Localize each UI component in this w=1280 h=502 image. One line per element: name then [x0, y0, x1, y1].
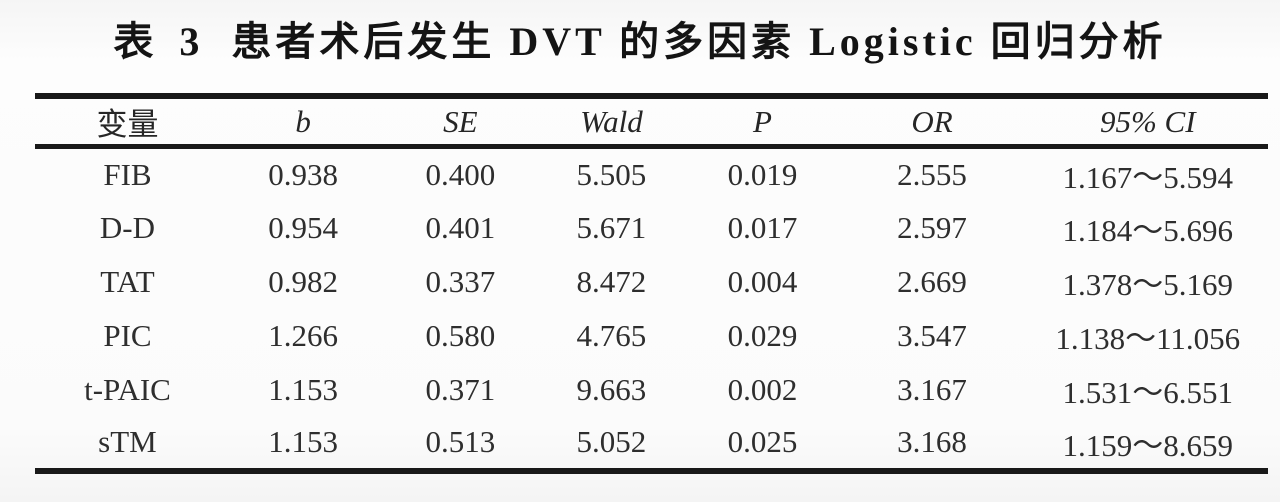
cell-or: 3.168	[897, 424, 967, 459]
column-header-se: SE	[443, 103, 478, 139]
row-label: FIB	[103, 156, 152, 192]
cell-b: 0.954	[268, 209, 339, 245]
cell-b: 1.266	[268, 317, 339, 353]
table-row: sTM 1.153 0.513 5.052 0.025 3.168 1.159～…	[35, 417, 1268, 471]
cell-b: 0.982	[268, 263, 339, 299]
cell-p: 0.017	[727, 209, 798, 245]
cell-ci: 1.531～6.551	[1062, 375, 1234, 410]
column-header-wald: Wald	[580, 103, 643, 139]
cell-ci: 1.184～5.696	[1062, 213, 1234, 248]
table-caption: 表 3 患者术后发生 DVT 的多因素 Logistic 回归分析	[0, 0, 1280, 87]
column-header-b: b	[295, 103, 311, 139]
table-row: t-PAIC 1.153 0.371 9.663 0.002 3.167 1.5…	[35, 363, 1268, 417]
column-header-p: P	[752, 103, 772, 139]
cell-p: 0.025	[727, 424, 798, 459]
cell-or: 3.167	[897, 371, 967, 407]
cell-ci: 1.138～11.056	[1055, 321, 1241, 356]
column-header-or: OR	[911, 103, 953, 139]
cell-or: 2.669	[897, 263, 967, 299]
row-label: D-D	[99, 209, 156, 245]
cell-ci: 1.167～5.594	[1062, 160, 1234, 196]
cell-se: 0.580	[425, 317, 496, 353]
cell-se: 0.400	[425, 156, 496, 192]
cell-ci: 1.159～8.659	[1062, 427, 1234, 463]
table-number: 表 3	[113, 19, 208, 64]
table-body: FIB 0.938 0.400 5.505 0.019 2.555 1.167～…	[35, 147, 1268, 471]
column-header-ci: 95% CI	[1099, 103, 1196, 139]
cell-wald: 4.765	[576, 317, 647, 353]
row-label: sTM	[98, 424, 157, 459]
table-row: PIC 1.266 0.580 4.765 0.029 3.547 1.138～…	[35, 309, 1268, 363]
cell-p: 0.002	[727, 371, 798, 407]
cell-wald: 8.472	[576, 263, 647, 299]
cell-se: 0.401	[425, 209, 496, 245]
cell-wald: 5.052	[576, 424, 647, 459]
cell-p: 0.019	[727, 156, 798, 192]
cell-b: 1.153	[268, 371, 339, 407]
cell-or: 3.547	[897, 317, 967, 353]
cell-or: 2.597	[897, 209, 967, 245]
cell-b: 1.153	[268, 424, 339, 459]
table-title-text: 患者术后发生 DVT 的多因素 Logistic 回归分析	[231, 19, 1167, 64]
column-header-variable: 变量	[96, 107, 159, 142]
cell-or: 2.555	[897, 156, 967, 192]
cell-b: 0.938	[268, 156, 339, 192]
cell-wald: 9.663	[576, 371, 647, 407]
cell-p: 0.004	[727, 263, 798, 299]
row-label: PIC	[103, 317, 152, 353]
logistic-regression-table: 变量 b SE Wald P OR 95% CI FIB 0.938 0.400…	[35, 93, 1268, 474]
cell-ci: 1.378～5.169	[1062, 267, 1234, 302]
cell-se: 0.513	[425, 424, 496, 459]
table-row: TAT 0.982 0.337 8.472 0.004 2.669 1.378～…	[35, 255, 1268, 309]
cell-se: 0.337	[425, 263, 496, 299]
table-header: 变量 b SE Wald P OR 95% CI	[35, 96, 1268, 147]
table-row: D-D 0.954 0.401 5.671 0.017 2.597 1.184～…	[35, 201, 1268, 255]
cell-wald: 5.671	[576, 209, 647, 245]
cell-se: 0.371	[425, 371, 496, 407]
header-row: 变量 b SE Wald P OR 95% CI	[35, 96, 1268, 147]
table-row: FIB 0.938 0.400 5.505 0.019 2.555 1.167～…	[35, 147, 1268, 201]
row-label: TAT	[100, 263, 155, 299]
cell-wald: 5.505	[576, 156, 647, 192]
row-label: t-PAIC	[84, 371, 171, 407]
cell-p: 0.029	[727, 317, 798, 353]
